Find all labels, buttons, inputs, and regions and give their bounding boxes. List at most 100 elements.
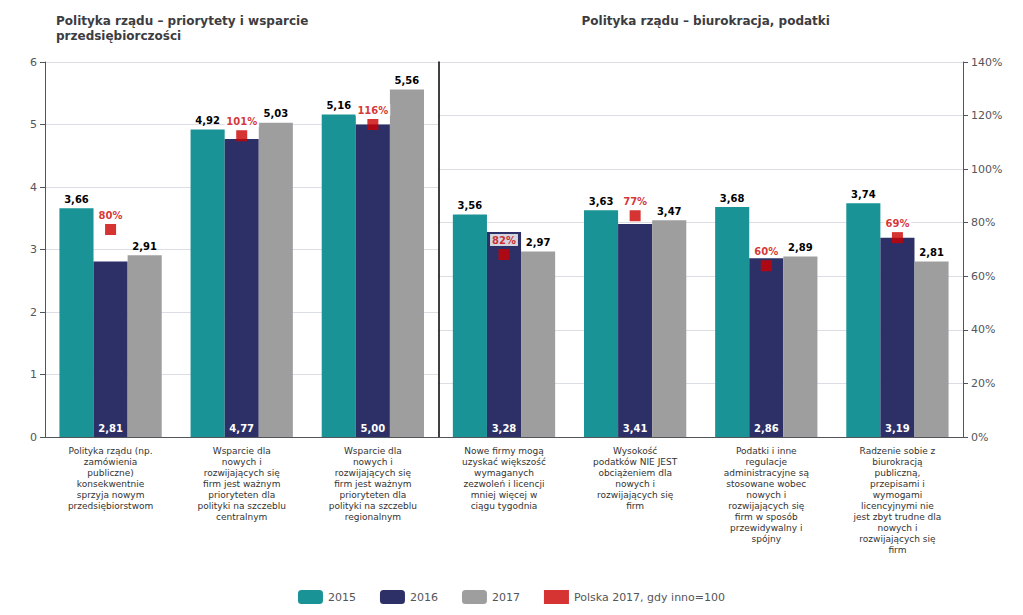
svg-text:nowych i: nowych i [746, 490, 786, 500]
svg-text:5,16: 5,16 [326, 100, 351, 111]
svg-text:120%: 120% [971, 109, 1002, 122]
svg-text:rozwijających się: rozwijających się [204, 468, 281, 478]
svg-text:licencyjnymi nie: licencyjnymi nie [861, 501, 934, 511]
svg-text:101%: 101% [226, 116, 257, 127]
svg-text:Nowe firmy mogą: Nowe firmy mogą [464, 446, 544, 456]
svg-text:rozwijających się: rozwijających się [597, 490, 674, 500]
svg-text:0: 0 [30, 431, 37, 444]
svg-text:3,74: 3,74 [851, 189, 876, 200]
svg-text:nowych i: nowych i [353, 457, 393, 467]
svg-text:2,81: 2,81 [98, 423, 123, 434]
svg-text:mniej więcej w: mniej więcej w [471, 490, 537, 500]
svg-text:administracyjne są: administracyjne są [724, 468, 810, 478]
svg-text:Polityka rządu – priorytety i: Polityka rządu – priorytety i wsparcie [56, 14, 308, 28]
svg-text:zamówienia: zamówienia [84, 457, 138, 467]
svg-text:3,56: 3,56 [458, 200, 483, 211]
svg-text:podatków NIE JEST: podatków NIE JEST [593, 457, 678, 467]
svg-text:2017: 2017 [492, 591, 520, 604]
svg-text:regionalnym: regionalnym [345, 512, 401, 522]
svg-text:przedsiębiorczości: przedsiębiorczości [56, 29, 181, 43]
svg-text:3,47: 3,47 [657, 206, 682, 217]
svg-text:prioryteten dla: prioryteten dla [208, 490, 275, 500]
svg-text:0%: 0% [971, 431, 988, 444]
svg-text:6: 6 [30, 56, 37, 69]
svg-text:Wsparcie dla: Wsparcie dla [344, 446, 402, 456]
svg-text:3,68: 3,68 [720, 193, 745, 204]
svg-text:82%: 82% [492, 235, 516, 246]
svg-text:2: 2 [30, 306, 37, 319]
svg-text:polityki na szczeblu: polityki na szczeblu [198, 501, 286, 511]
svg-text:2,97: 2,97 [526, 237, 551, 248]
svg-text:100%: 100% [971, 163, 1002, 176]
svg-text:jest zbyt trudne dla: jest zbyt trudne dla [853, 512, 942, 522]
svg-text:firm jest ważnym: firm jest ważnym [334, 479, 411, 489]
svg-text:80%: 80% [971, 216, 995, 229]
svg-text:nowych i: nowych i [222, 457, 262, 467]
svg-text:3,66: 3,66 [64, 194, 89, 205]
svg-text:przedsiębiorstwom: przedsiębiorstwom [68, 501, 153, 511]
svg-text:4,92: 4,92 [195, 115, 220, 126]
svg-text:Polityka rządu – biurokracja,: Polityka rządu – biurokracja, podatki [582, 14, 830, 28]
svg-text:2,91: 2,91 [132, 241, 157, 252]
svg-text:regulacje: regulacje [746, 457, 788, 467]
svg-text:3,41: 3,41 [623, 423, 648, 434]
svg-text:sprzyja nowym: sprzyja nowym [77, 490, 145, 500]
svg-text:69%: 69% [885, 218, 909, 229]
svg-text:2015: 2015 [328, 591, 356, 604]
svg-text:rozwijających się: rozwijających się [859, 534, 936, 544]
svg-text:nowych i: nowych i [615, 479, 655, 489]
svg-text:Wysokość: Wysokość [613, 446, 657, 456]
svg-text:przepisami i: przepisami i [870, 479, 925, 489]
svg-text:60%: 60% [754, 246, 778, 257]
svg-text:5,56: 5,56 [395, 75, 420, 86]
svg-text:77%: 77% [623, 196, 647, 207]
svg-text:Radzenie sobie z: Radzenie sobie z [860, 446, 936, 456]
svg-text:3: 3 [30, 243, 37, 256]
svg-text:Polityka rządu (np.: Polityka rządu (np. [69, 446, 153, 456]
svg-text:firm w sposób: firm w sposób [735, 512, 798, 522]
svg-text:2,86: 2,86 [754, 423, 779, 434]
svg-text:uzyskać większość: uzyskać większość [462, 457, 546, 467]
svg-text:polityki na szczeblu: polityki na szczeblu [329, 501, 417, 511]
svg-text:1: 1 [30, 368, 37, 381]
svg-text:2,89: 2,89 [788, 242, 813, 253]
svg-text:przewidywalny i: przewidywalny i [730, 523, 802, 533]
svg-text:rozwijających się: rozwijających się [335, 468, 412, 478]
svg-text:Polska 2017, gdy inno=100: Polska 2017, gdy inno=100 [574, 591, 725, 604]
svg-text:5: 5 [30, 118, 37, 131]
svg-text:20%: 20% [971, 377, 995, 390]
svg-text:3,19: 3,19 [885, 423, 910, 434]
svg-text:wymogami: wymogami [873, 490, 922, 500]
svg-text:5,00: 5,00 [361, 423, 386, 434]
svg-text:60%: 60% [971, 270, 995, 283]
svg-text:rozwijających się: rozwijających się [728, 501, 805, 511]
svg-text:prioryteten dla: prioryteten dla [339, 490, 406, 500]
svg-text:140%: 140% [971, 56, 1002, 69]
svg-text:stosowane wobec: stosowane wobec [726, 479, 806, 489]
svg-text:firm jest ważnym: firm jest ważnym [203, 479, 280, 489]
svg-text:2,81: 2,81 [919, 247, 944, 258]
svg-text:publiczne): publiczne) [87, 468, 134, 478]
svg-text:wymaganych: wymaganych [474, 468, 534, 478]
svg-text:2016: 2016 [410, 591, 438, 604]
svg-text:konsekwentnie: konsekwentnie [77, 479, 145, 489]
svg-text:firm: firm [888, 545, 906, 555]
svg-text:firm: firm [626, 501, 644, 511]
svg-text:zezwoleń i licencji: zezwoleń i licencji [464, 479, 545, 489]
svg-text:biurokracją: biurokracją [872, 457, 923, 467]
svg-text:Podatki i inne: Podatki i inne [736, 446, 797, 456]
svg-text:4,77: 4,77 [229, 423, 254, 434]
svg-text:116%: 116% [357, 105, 388, 116]
svg-text:40%: 40% [971, 323, 995, 336]
svg-text:obciążeniem dla: obciążeniem dla [598, 468, 672, 478]
svg-text:publiczną,: publiczną, [874, 468, 920, 478]
svg-text:Wsparcie dla: Wsparcie dla [213, 446, 271, 456]
svg-text:nowych i: nowych i [877, 523, 917, 533]
svg-text:4: 4 [30, 181, 37, 194]
svg-text:3,28: 3,28 [492, 423, 517, 434]
svg-text:spójny: spójny [752, 534, 782, 544]
svg-text:80%: 80% [99, 210, 123, 221]
svg-text:3,63: 3,63 [589, 196, 614, 207]
svg-text:5,03: 5,03 [263, 108, 288, 119]
svg-text:centralnym: centralnym [216, 512, 267, 522]
